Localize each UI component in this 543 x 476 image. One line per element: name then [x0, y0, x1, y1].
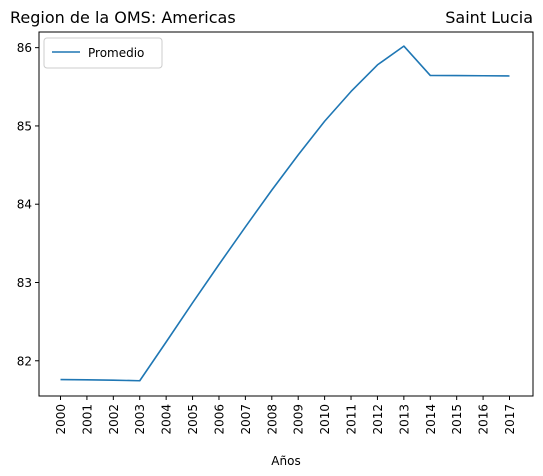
chart-title-left: Region de la OMS: Americas [10, 8, 236, 27]
legend-box [43, 37, 163, 69]
x-tick-label: 2015 [450, 404, 464, 435]
x-tick-label: 2017 [503, 404, 517, 435]
y-tick-label: 83 [17, 276, 32, 290]
x-tick-label: 2009 [292, 404, 306, 435]
x-axis: 2000 2001 2002 2003 2004 2005 2006 2007 2008 2009… [54, 396, 517, 435]
legend: Promedio [43, 37, 163, 69]
y-axis: 82 83 84 85 86 [17, 41, 39, 368]
x-tick-label: 2010 [318, 404, 332, 435]
chart-title-right: Saint Lucia [445, 8, 533, 27]
x-tick-label: 2004 [160, 404, 174, 435]
x-tick-label: 2000 [54, 404, 68, 435]
x-tick-label: 2006 [212, 404, 226, 435]
y-tick-label: 84 [17, 198, 32, 212]
x-tick-label: 2016 [477, 404, 491, 435]
y-tick-label: 85 [17, 119, 32, 133]
series-line-0 [60, 45, 510, 382]
x-tick-label: 2001 [80, 404, 94, 435]
x-tick-label: 2012 [371, 404, 385, 435]
x-tick-label: 2005 [186, 404, 200, 435]
x-tick-label: 2013 [397, 404, 411, 435]
y-tick-label: 82 [17, 354, 32, 368]
plot-frame [38, 31, 534, 397]
x-tick-label: 2014 [424, 404, 438, 435]
legend-label: Promedio [88, 46, 144, 60]
x-tick-label: 2003 [133, 404, 147, 435]
y-tick-label: 86 [17, 41, 32, 55]
x-axis-label: Años [271, 454, 300, 468]
x-tick-label: 2008 [265, 404, 279, 435]
x-tick-label: 2011 [345, 404, 359, 435]
plot-area [60, 45, 510, 382]
x-tick-label: 2007 [239, 404, 253, 435]
x-tick-label: 2002 [107, 404, 121, 435]
